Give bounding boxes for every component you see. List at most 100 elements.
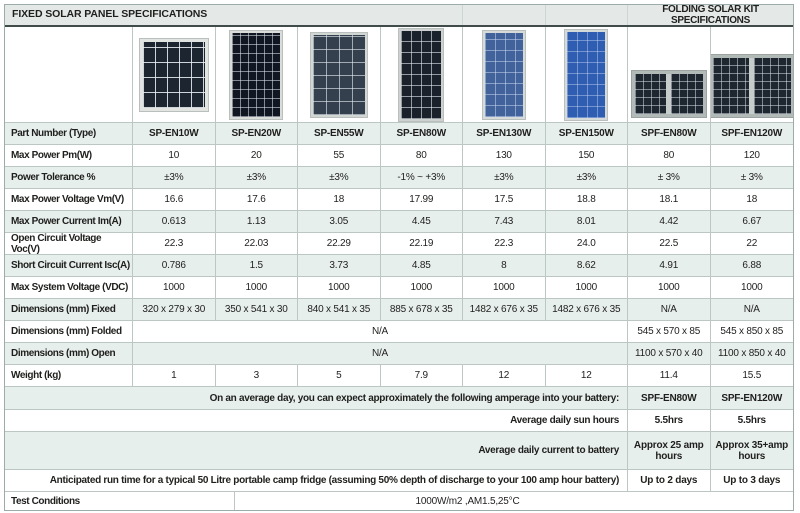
bottom-value-cell-1-0: 5.5hrs <box>628 410 711 431</box>
row-label-dimensions-mm-fixed: Dimensions (mm) Fixed <box>5 299 133 320</box>
spec-row-max-power-voltage-vm-v: Max Power Voltage Vm(V) 16.6 17.6 18 17.99 17… <box>5 189 793 211</box>
value-cell-short-circuit-current-isc-a-4: 8 <box>463 255 546 276</box>
value-cell-short-circuit-current-isc-a-5: 8.62 <box>546 255 628 276</box>
value-cell-max-power-current-im-a-0: 0.613 <box>133 211 216 232</box>
value-cell-dimensions-mm-fixed-3: 885 x 678 x 35 <box>381 299 463 320</box>
panel-cell-spf-en120w <box>710 27 793 122</box>
value-cell-max-power-voltage-vm-v-2: 18 <box>298 189 381 210</box>
value-cell-max-power-pm-w-6: 80 <box>628 145 711 166</box>
value-cell-weight-kg-1: 3 <box>216 365 298 386</box>
spec-row-max-system-voltage-vdc: Max System Voltage (VDC) 1000 1000 1000 1000… <box>5 277 793 299</box>
panel-cell-sp-en80w <box>381 27 463 122</box>
spec-row-weight-kg: Weight (kg) 1 3 5 7.9 12 12 11.4 15.5 <box>5 365 793 387</box>
title-spacer-2 <box>545 5 628 25</box>
test-conditions-row: Test Conditions 1000W/m2 ,AM1.5,25°C <box>5 492 793 510</box>
spec-row-part-number-type: Part Number (Type) SP-EN10W SP-EN20W SP-EN5… <box>5 123 793 145</box>
panel-cell-spf-en80w <box>628 27 711 122</box>
fold-hinge <box>666 74 672 114</box>
value-cell-dimensions-mm-open-0: 1100 x 570 x 40 <box>628 343 711 364</box>
solar-panel-image-sp-en80w <box>399 28 444 121</box>
value-cell-dimensions-mm-fixed-7: N/A <box>743 304 760 315</box>
bottom-row-average-daily-current-to-battery: Average daily current to battery Approx 2… <box>5 432 793 470</box>
value-cell-max-system-voltage-vdc-3: 1000 <box>381 277 463 298</box>
value-cell-part-number-type-4: SP-EN130W <box>463 123 546 144</box>
value-cell-max-power-voltage-vm-v-4: 17.5 <box>463 189 546 210</box>
panel-cell-sp-en130w <box>463 27 546 122</box>
value-cell-weight-kg-5: 12 <box>546 365 628 386</box>
solar-panel-image-spf-en80w <box>631 71 706 117</box>
fold-hinge <box>749 58 755 114</box>
value-cell-max-power-current-im-a-7: 6.67 <box>742 216 762 227</box>
value-cell-short-circuit-current-isc-a-1: 1.5 <box>216 255 298 276</box>
value-cell-dimensions-mm-fixed-4: 1482 x 676 x 35 <box>463 299 546 320</box>
bottom-row-label-0: On an average day, you can expect approx… <box>5 387 628 409</box>
row-label-part-number-type: Part Number (Type) <box>5 123 133 144</box>
value-cell-open-circuit-voltage-voc-v-5: 24.0 <box>546 233 628 254</box>
panel-cell-sp-en150w <box>546 27 628 122</box>
value-cell-short-circuit-current-isc-a-3: 4.85 <box>381 255 463 276</box>
test-conditions-label: Test Conditions <box>5 492 235 510</box>
image-row-label-spacer <box>5 27 133 122</box>
fold-left-half <box>634 74 667 114</box>
value-cell-max-power-voltage-vm-v-1: 17.6 <box>216 189 298 210</box>
value-cell-max-power-current-im-a-3: 4.45 <box>381 211 463 232</box>
value-cell-max-power-current-im-a-5: 8.01 <box>546 211 628 232</box>
value-cell-dimensions-mm-fixed-2: 840 x 541 x 35 <box>298 299 381 320</box>
value-cell-weight-kg-4: 12 <box>463 365 546 386</box>
panel-images-row <box>5 27 793 123</box>
row-label-weight-kg: Weight (kg) <box>5 365 133 386</box>
spec-row-short-circuit-current-isc-a: Short Circuit Current Isc(A) 0.786 1.5 3.73… <box>5 255 793 277</box>
solar-panel-image-sp-en20w <box>230 30 283 119</box>
value-cell-dimensions-mm-folded-1: 545 x 850 x 85 <box>720 326 784 337</box>
bottom-row-label-1: Average daily sun hours <box>5 410 628 431</box>
value-cell-open-circuit-voltage-voc-v-0: 22.3 <box>133 233 216 254</box>
spec-row-dimensions-mm-folded: Dimensions (mm) Folded N/A 545 x 570 x 85 5… <box>5 321 793 343</box>
value-cell-part-number-type-0: SP-EN10W <box>133 123 216 144</box>
bottom-value-cell-0-1: SPF-EN120W <box>721 392 783 404</box>
value-cell-max-power-voltage-vm-v-5: 18.8 <box>546 189 628 210</box>
spec-row-open-circuit-voltage-voc-v: Open Circuit Voltage Voc(V) 22.3 22.03 22.2… <box>5 233 793 255</box>
bottom-row-label-3: Anticipated run time for a typical 50 Li… <box>5 470 628 491</box>
value-cell-max-power-pm-w-0: 10 <box>133 145 216 166</box>
value-cell-open-circuit-voltage-voc-v-4: 22.3 <box>463 233 546 254</box>
value-cell-power-tolerance-0: ±3% <box>133 167 216 188</box>
bottom-row-average-daily-sun-hours: Average daily sun hours 5.5hrs 5.5hrs <box>5 410 793 432</box>
spec-row-power-tolerance: Power Tolerance % ±3% ±3% ±3% -1% ~ +3% ±3% ±3… <box>5 167 793 189</box>
spec-row-max-power-current-im-a: Max Power Current Im(A) 0.613 1.13 3.05 4.45… <box>5 211 793 233</box>
solar-spec-table: FIXED SOLAR PANEL SPECIFICATIONS FOLDING… <box>4 4 794 511</box>
value-cell-max-power-pm-w-7: 120 <box>743 150 760 161</box>
panel-cell-sp-en20w <box>216 27 298 122</box>
bottom-value-cell-3-0: Up to 2 days <box>628 470 711 491</box>
value-cell-dimensions-mm-fixed-0: 320 x 279 x 30 <box>133 299 216 320</box>
spec-row-dimensions-mm-open: Dimensions (mm) Open N/A 1100 x 570 x 40 11… <box>5 343 793 365</box>
value-cell-short-circuit-current-isc-a-0: 0.786 <box>133 255 216 276</box>
row-label-max-power-pm-w: Max Power Pm(W) <box>5 145 133 166</box>
value-cell-weight-kg-2: 5 <box>298 365 381 386</box>
bottom-row-anticipated-run-time-for-a-typical-50-li: Anticipated run time for a typical 50 Li… <box>5 470 793 492</box>
value-cell-max-system-voltage-vdc-2: 1000 <box>298 277 381 298</box>
row-label-max-power-current-im-a: Max Power Current Im(A) <box>5 211 133 232</box>
spec-row-max-power-pm-w: Max Power Pm(W) 10 20 55 80 130 150 80 120 <box>5 145 793 167</box>
value-cell-dimensions-mm-fixed-5: 1482 x 676 x 35 <box>546 299 628 320</box>
value-cell-max-power-pm-w-4: 130 <box>463 145 546 166</box>
panel-cell-sp-en10w <box>133 27 216 122</box>
row-label-max-power-voltage-vm-v: Max Power Voltage Vm(V) <box>5 189 133 210</box>
value-cell-dimensions-mm-open-1: 1100 x 850 x 40 <box>718 348 786 359</box>
value-cell-max-power-pm-w-5: 150 <box>546 145 628 166</box>
value-cell-power-tolerance-4: ±3% <box>463 167 546 188</box>
fold-left-half <box>712 58 750 114</box>
value-cell-dimensions-mm-fixed-1: 350 x 541 x 30 <box>216 299 298 320</box>
solar-panel-image-sp-en150w <box>565 29 608 120</box>
row-label-open-circuit-voltage-voc-v: Open Circuit Voltage Voc(V) <box>5 233 133 254</box>
value-cell-short-circuit-current-isc-a-2: 3.73 <box>298 255 381 276</box>
value-cell-max-power-voltage-vm-v-7: 18 <box>746 194 758 205</box>
value-cell-max-power-current-im-a-6: 4.42 <box>628 211 711 232</box>
bottom-value-cell-2-0: Approx 25 amp hours <box>628 432 711 469</box>
bottom-value-cell-1-1: 5.5hrs <box>737 415 766 426</box>
row-label-max-system-voltage-vdc: Max System Voltage (VDC) <box>5 277 133 298</box>
value-cell-max-power-current-im-a-4: 7.43 <box>463 211 546 232</box>
fixed-panel-title: FIXED SOLAR PANEL SPECIFICATIONS <box>5 5 463 25</box>
value-cell-power-tolerance-7: ± 3% <box>740 172 763 183</box>
value-cell-max-system-voltage-vdc-7: 1000 <box>741 282 763 293</box>
row-label-dimensions-mm-open: Dimensions (mm) Open <box>5 343 133 364</box>
